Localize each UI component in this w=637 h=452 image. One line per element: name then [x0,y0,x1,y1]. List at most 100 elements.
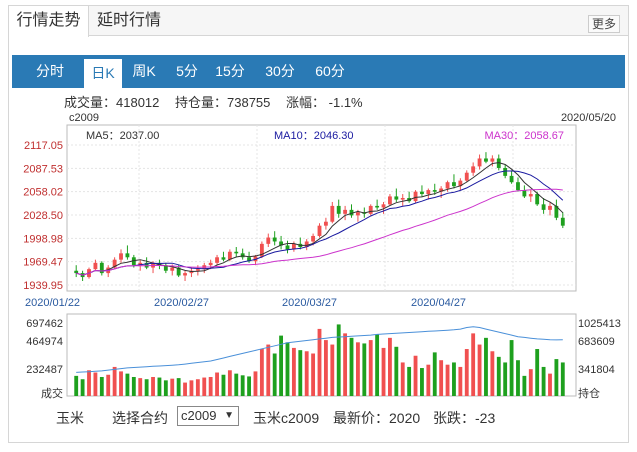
date-tick-label: 2020/04/27 [411,297,466,309]
product-name: 玉米 [56,410,84,426]
date-tick-label: 2020/01/22 [25,297,80,309]
candle-body [234,251,239,254]
kline-chart: 2117.05 2087.53 2058.02 2028.50 1998.98 1969.… [23,124,621,400]
period-tab-3[interactable]: 5分 [176,63,198,79]
open-interest-line [76,326,563,373]
volume-bar [452,362,456,396]
volume-bar [125,373,130,396]
contract-full-name: 玉米c2009 [253,410,320,426]
candle-body [509,175,514,183]
volume-stat: 成交量：418012 [64,95,160,110]
volume-bar [381,347,386,396]
candle-body [163,265,168,271]
volume-bar [151,376,155,396]
volume-bar [509,340,514,396]
tab-delayed-quotes[interactable]: 延时行情 [97,12,162,29]
candle-body [516,182,520,191]
volume-bar [279,335,284,396]
volume-bar [189,380,194,396]
ma5-label: MA5：2037.00 [86,130,159,142]
candle-body [323,221,328,226]
candle-body [317,225,322,236]
volume-bar [208,376,213,396]
candle-body [330,205,335,222]
volume-tick-label: 697462 [26,318,63,330]
volume-bar [291,347,296,396]
volume-bar [343,333,348,396]
price-tick-label: 2028.50 [23,210,63,222]
volume-bar [176,378,181,396]
volume-bar [272,353,277,396]
candle-body [291,243,296,250]
volume-bar [349,337,354,396]
period-tab-0[interactable]: 分时 [36,63,64,79]
volume-bar [458,366,463,396]
volume-bar [227,370,232,396]
candle-body [208,262,213,266]
candle-body [471,166,476,173]
volume-bar [426,364,431,396]
volume-tick-label: 232487 [26,364,63,376]
volume-bar [528,369,533,396]
price-tick-label: 2058.02 [23,187,63,199]
candle-body [439,188,444,192]
volume-bar [311,353,316,396]
ma30-label: MA30：2058.67 [485,130,565,142]
period-tab-2[interactable]: 周K [132,63,156,79]
volume-bar [362,343,367,396]
latest-price: 最新价：2020 [333,410,421,426]
volume-bar [484,337,488,396]
price-tick-label: 2087.53 [23,163,63,175]
volume-bar [432,352,437,396]
candle-body [445,182,450,189]
volume-bar [368,340,373,396]
candle-body [304,241,309,248]
candle-body [240,253,245,258]
candle-body [400,198,405,200]
candle-body [413,191,418,202]
volume-bar [131,376,136,396]
candle-body [336,205,341,214]
tab-market-trend[interactable]: 行情走势 [9,6,89,37]
period-tab-6[interactable]: 60分 [315,63,345,79]
price-tick-label: 1969.47 [23,257,63,269]
chevron-down-icon: ▼ [224,410,234,421]
more-button[interactable]: 更多 [588,15,620,33]
period-tab-4[interactable]: 15分 [215,63,245,79]
candle-body [477,158,482,167]
candle-body [138,262,143,266]
candle-body [183,273,187,276]
candle-body [554,205,559,218]
period-tab-1[interactable]: 日K [84,59,122,88]
select-contract-label: 选择合约 [112,410,168,426]
contract-select[interactable]: c2009 ▼ [177,406,239,426]
candle-body [195,269,200,271]
candle-body [432,190,437,192]
candle-body [522,190,527,197]
date-tick-label: 2020/02/27 [154,297,209,309]
volume-bar [221,374,226,396]
candle-body [426,190,431,195]
volume-tick-label: 成交 [41,386,63,400]
volume-bar [560,362,565,396]
volume-bar [445,364,450,396]
candle-body [464,172,469,181]
volume-bar [400,362,405,396]
candle-body [375,205,380,208]
volume-bar [554,359,559,396]
period-tab-5[interactable]: 30分 [265,63,295,79]
period-tab-bar: 分时 日K 周K 5分 15分 30分 60分 [12,55,625,88]
price-tick-label: 1998.98 [23,233,63,245]
candle-body [221,257,226,260]
candle-body [349,209,354,216]
chart-date: 2020/05/20 [560,112,616,124]
volume-bar [464,349,469,396]
volume-bar [234,373,239,396]
candle-body [458,180,463,187]
volume-bar [202,377,207,396]
candle-body [484,158,488,162]
volume-bar [99,376,104,396]
candle-body [247,257,251,262]
volume-bar [266,344,271,396]
volume-bar [80,379,85,396]
